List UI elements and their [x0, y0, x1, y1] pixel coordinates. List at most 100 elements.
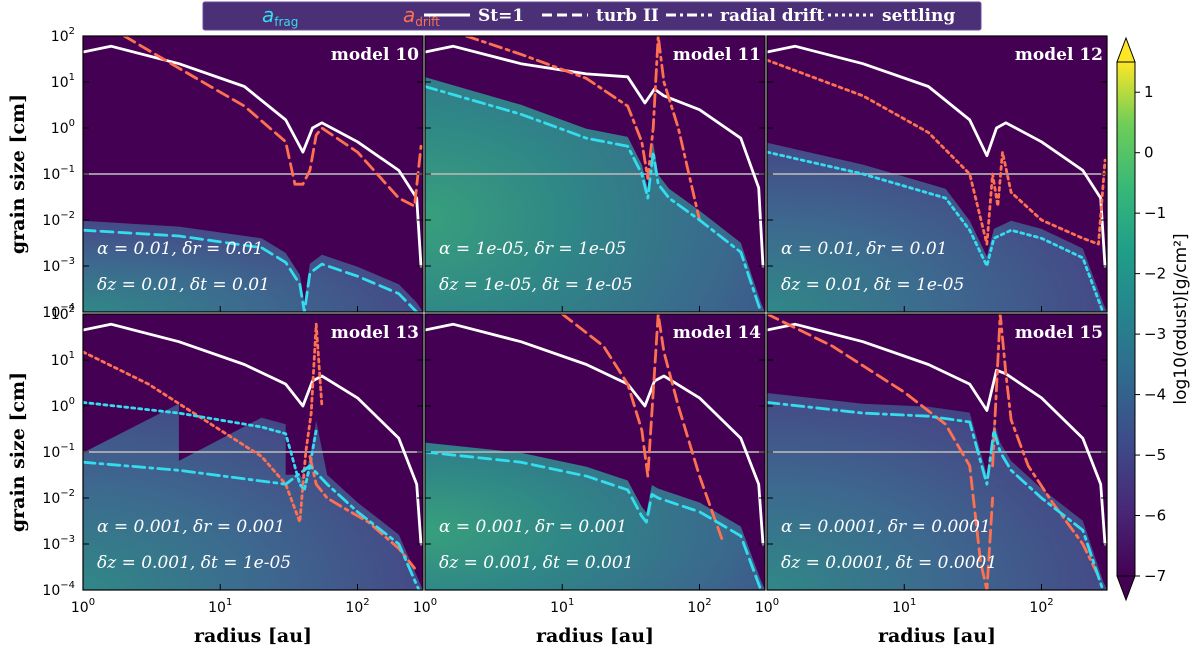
y-tick-label: 100	[51, 396, 75, 415]
series-line	[560, 314, 726, 546]
panel-model-13: model 13 α = 0.001, δr = 0.001 δz = 0.001,…	[42, 304, 424, 647]
parameter-text: δz = 0.01, δt = 1e-05	[781, 275, 964, 295]
y-tick-label: 10−4	[42, 580, 75, 599]
colorbar-tick-label: −4	[1144, 386, 1166, 404]
legend-label: St=1	[478, 6, 524, 26]
parameter-text: α = 0.01, δr = 0.01	[781, 239, 947, 259]
x-tick-label: 102	[345, 597, 369, 616]
colorbar-tick-label: −6	[1144, 507, 1166, 525]
panel-model-11: model 11 α = 1e-05, δr = 1e-05 δz = 1e-05,…	[424, 35, 766, 313]
x-axis-label: radius [au]	[194, 625, 312, 647]
x-axis-label: radius [au]	[878, 625, 996, 647]
dust-density-field	[425, 442, 765, 590]
y-tick-label: 10−3	[42, 534, 75, 553]
dust-density-field	[83, 220, 423, 312]
panel-title: model 15	[1015, 323, 1103, 343]
legend-box	[202, 1, 982, 31]
legend-label: radial drift	[720, 6, 824, 26]
parameter-text: δz = 1e-05, δt = 1e-05	[439, 275, 633, 295]
colorbar-tick-label: −5	[1144, 446, 1166, 464]
panel-title: model 11	[673, 45, 761, 65]
series-line	[767, 44, 1107, 268]
parameter-text: α = 0.001, δr = 0.001	[439, 517, 627, 537]
legend-label: turb II	[596, 6, 659, 26]
series-line	[767, 58, 1107, 246]
series-line	[308, 455, 416, 570]
dust-density-field	[767, 393, 1107, 590]
colorbar-body	[1116, 61, 1136, 577]
colorbar-min-extension	[1116, 575, 1136, 602]
panel-model-15: model 15 α = 0.0001, δr = 0.0001 δz = 0.00…	[755, 313, 1108, 647]
series-line	[83, 228, 419, 312]
parameter-text: α = 0.01, δr = 0.01	[97, 239, 263, 259]
y-axis-label: grain size [cm]	[7, 372, 29, 532]
parameter-text: δz = 0.01, δt = 0.01	[97, 275, 270, 295]
series-line	[767, 314, 994, 590]
panel-model-14: model 14 α = 0.001, δr = 0.001 δz = 0.001,…	[413, 313, 766, 647]
colorbar: 1 0 −1 −2 −3 −4 −5 −6 −7 log10(σdust)[g/cm²]	[1116, 36, 1191, 602]
colorbar-tick-label: 1	[1144, 83, 1154, 101]
legend-item: turb II	[542, 6, 659, 26]
series-line	[83, 322, 423, 546]
dust-density-field	[767, 142, 1107, 312]
series-line	[464, 36, 701, 222]
legend: afrag adrift St=1 turb II radial drift settli…	[202, 1, 982, 31]
y-tick-label: 102	[51, 304, 75, 323]
legend-item: radial drift	[666, 6, 824, 26]
y-tick-label: 10−2	[42, 210, 75, 229]
parameter-text: α = 0.001, δr = 0.001	[97, 517, 285, 537]
dust-density-field	[83, 393, 423, 590]
x-tick-label: 101	[892, 597, 916, 616]
colorbar-label: log10(σdust)[g/cm²]	[1171, 233, 1191, 404]
series-line	[83, 460, 421, 590]
colorbar-tick-label: −1	[1144, 204, 1166, 222]
y-tick-label: 100	[51, 118, 75, 137]
y-tick-label: 102	[51, 26, 75, 45]
x-tick-label: 101	[550, 597, 574, 616]
parameter-text: α = 0.0001, δr = 0.0001	[781, 517, 991, 537]
x-tick-label: 101	[208, 597, 232, 616]
x-tick-label: 100	[413, 597, 437, 616]
y-tick-label: 101	[51, 72, 75, 91]
legend-item: St=1	[424, 6, 524, 26]
panel-model-10: model 10 α = 0.01, δr = 0.01 δz = 0.01, δt…	[42, 26, 424, 321]
parameter-text: δz = 0.0001, δt = 0.0001	[781, 553, 997, 573]
parameter-text: α = 1e-05, δr = 1e-05	[439, 239, 626, 259]
colorbar-tick-label: −2	[1144, 265, 1166, 283]
series-line	[83, 322, 324, 524]
series-line	[991, 314, 1100, 578]
y-axis-label: grain size [cm]	[7, 94, 29, 254]
series-line	[767, 322, 1107, 546]
y-tick-label: 10−3	[42, 256, 75, 275]
y-tick-label: 10−2	[42, 488, 75, 507]
panel-title: model 14	[673, 323, 761, 343]
panel-title: model 13	[331, 323, 419, 343]
legend-item: settling	[828, 6, 955, 26]
series-line	[767, 150, 1105, 312]
parameter-text: δz = 0.001, δt = 1e-05	[97, 553, 291, 573]
colorbar-tick-label: 0	[1144, 144, 1154, 162]
series-line	[425, 85, 763, 312]
colorbar-tick-label: −7	[1144, 567, 1166, 585]
y-tick-label: 10−1	[42, 164, 75, 183]
x-tick-label: 100	[71, 597, 95, 616]
colorbar-max-extension	[1116, 36, 1136, 63]
colorbar-tick-label: −3	[1144, 325, 1166, 343]
series-line	[425, 322, 765, 546]
parameter-text: δz = 0.001, δt = 0.001	[439, 553, 634, 573]
series-line	[122, 36, 423, 208]
panel-model-12: model 12 α = 0.01, δr = 0.01 δz = 0.01, δt…	[766, 35, 1108, 313]
dust-density-field	[425, 77, 765, 312]
x-tick-label: 100	[755, 597, 779, 616]
series-line	[425, 450, 763, 590]
y-tick-label: 101	[51, 350, 75, 369]
x-axis-label: radius [au]	[536, 625, 654, 647]
panel-title: model 10	[331, 45, 419, 65]
legend-label: settling	[882, 6, 955, 26]
series-line	[425, 44, 765, 268]
x-tick-label: 102	[687, 597, 711, 616]
panel-title: model 12	[1015, 45, 1103, 65]
series-line	[767, 400, 1105, 590]
y-tick-label: 10−1	[42, 442, 75, 461]
